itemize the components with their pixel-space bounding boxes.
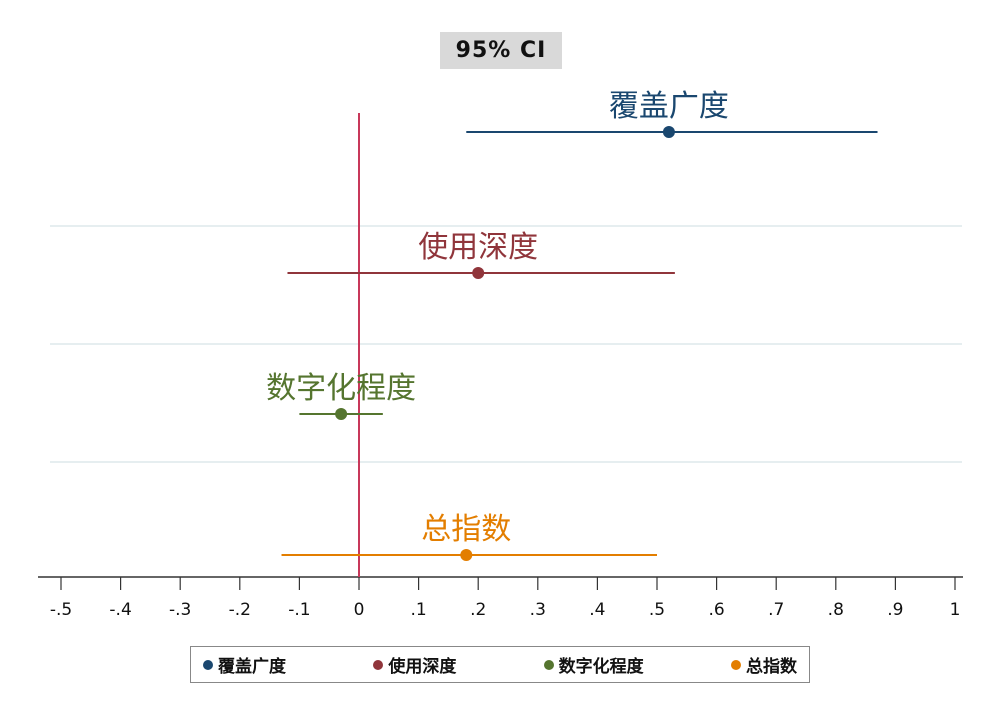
x-tick-label: -.5 [50,600,72,620]
x-tick-label: .9 [887,600,903,620]
legend-label: 覆盖广度 [218,657,286,677]
point-estimate [662,126,675,138]
legend-item: 使用深度 [373,652,456,677]
series-label: 数字化程度 [266,371,416,406]
legend-marker-icon [543,659,554,670]
legend-item: 数字化程度 [543,652,644,677]
legend-marker-icon [203,659,213,670]
x-tick-label: -.1 [288,600,310,620]
x-tick-label: .7 [768,600,784,620]
point-estimate [472,267,485,279]
legend-marker-icon [730,659,741,670]
point-estimate [460,549,473,561]
x-tick-label: -.3 [169,600,191,620]
series-label: 覆盖广度 [609,89,729,124]
legend: 覆盖广度 使用深度 数字化程度 总指数 [190,646,810,683]
x-tick-label: .3 [530,600,546,620]
x-tick-label: -.4 [109,600,131,620]
legend-label: 数字化程度 [558,657,644,677]
legend-item: 覆盖广度 [203,652,286,677]
x-tick-label: .2 [470,600,486,620]
legend-marker-icon [373,659,384,670]
legend-label: 使用深度 [388,657,457,677]
x-tick-label: 1 [950,600,961,620]
x-tick-label: -.2 [229,600,251,620]
series-label: 使用深度 [418,230,538,265]
chart-title: 95% CI [440,32,562,69]
x-tick-label: 0 [354,600,365,620]
x-tick-label: .8 [828,600,844,620]
x-tick-label: .4 [589,600,605,620]
x-tick-label: .5 [649,600,665,620]
legend-item: 总指数 [730,652,797,677]
point-estimate [335,408,348,420]
legend-label: 总指数 [745,657,797,677]
x-tick-label: .6 [708,600,724,620]
series-label: 总指数 [421,512,511,547]
x-tick-label: .1 [410,600,426,620]
